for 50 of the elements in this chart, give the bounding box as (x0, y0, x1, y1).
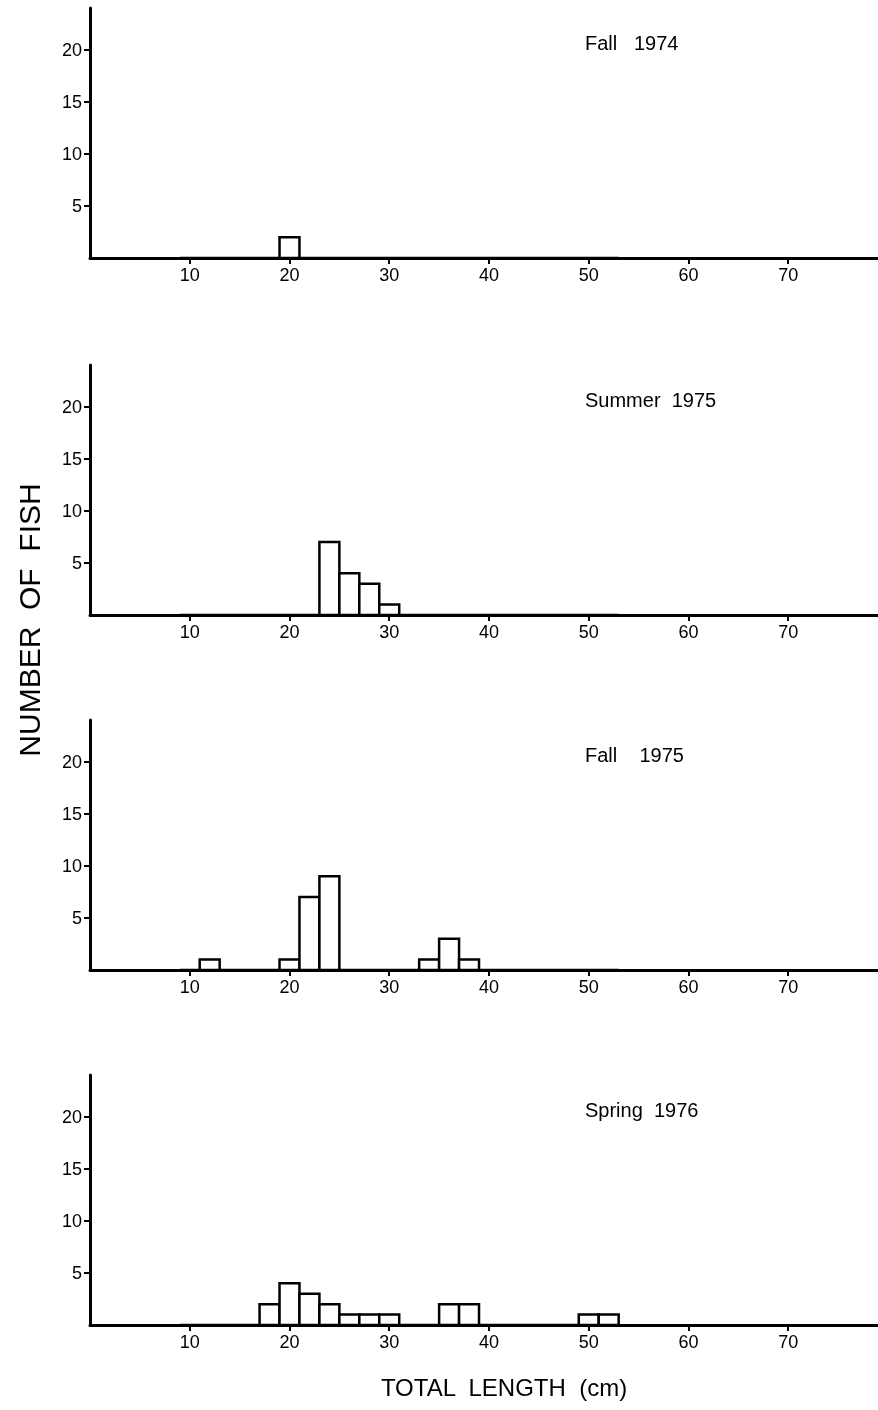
x-tick-label: 30 (379, 622, 400, 642)
x-tick-label: 10 (179, 1332, 200, 1352)
y-tick-label: 15 (61, 1158, 82, 1179)
x-tick-label: 10 (179, 265, 200, 285)
x-tick-label: 20 (279, 977, 300, 997)
x-tick-label: 40 (478, 265, 499, 285)
x-tick-label: 70 (778, 265, 799, 285)
y-tick-label: 10 (61, 500, 82, 521)
x-tick-label: 70 (778, 622, 799, 642)
y-axis-title: NUMBER OF FISH (13, 483, 47, 757)
x-tick-label: 50 (578, 977, 599, 997)
y-tick-label: 5 (71, 195, 82, 216)
y-tick-label: 5 (71, 1262, 82, 1283)
x-tick-label: 50 (578, 1332, 599, 1352)
x-tick-label: 10 (179, 622, 200, 642)
x-tick-label: 70 (778, 1332, 799, 1352)
text: Spring 1976 (585, 1099, 699, 1121)
y-tick-label: 20 (61, 39, 82, 60)
x-tick-label: 60 (678, 622, 699, 642)
x-tick-label: 30 (379, 265, 400, 285)
y-tick-label: 15 (61, 91, 82, 112)
x-tick-label: 30 (379, 1332, 400, 1352)
y-tick-label: 10 (61, 1210, 82, 1231)
x-tick-label: 60 (678, 1332, 699, 1352)
x-tick-label: 60 (678, 977, 699, 997)
y-tick-label: 15 (61, 803, 82, 824)
x-tick-label: 50 (578, 622, 599, 642)
y-tick-label: 5 (71, 552, 82, 573)
x-tick-label: 20 (279, 1332, 300, 1352)
x-tick-label: 10 (179, 977, 200, 997)
text: Fall 1974 (585, 32, 679, 54)
x-tick-label: 40 (478, 622, 499, 642)
x-tick-label: 40 (478, 1332, 499, 1352)
x-tick-label: 30 (379, 977, 400, 997)
y-tick-label: 20 (61, 1106, 82, 1127)
text: Summer 1975 (585, 389, 717, 411)
y-tick-label: 20 (61, 396, 82, 417)
x-tick-label: 60 (678, 265, 699, 285)
y-tick-label: 20 (61, 751, 82, 772)
y-tick-label: 10 (61, 855, 82, 876)
y-tick-label: 5 (71, 907, 82, 928)
x-tick-label: 20 (279, 265, 300, 285)
x-tick-label: 40 (478, 977, 499, 997)
y-tick-label: 10 (61, 143, 82, 164)
x-tick-label: 20 (279, 622, 300, 642)
y-tick-label: 15 (61, 448, 82, 469)
x-axis-title: TOTAL LENGTH (cm) (380, 1373, 628, 1401)
text: Fall 1975 (585, 744, 684, 766)
x-tick-label: 50 (578, 265, 599, 285)
x-tick-label: 70 (778, 977, 799, 997)
